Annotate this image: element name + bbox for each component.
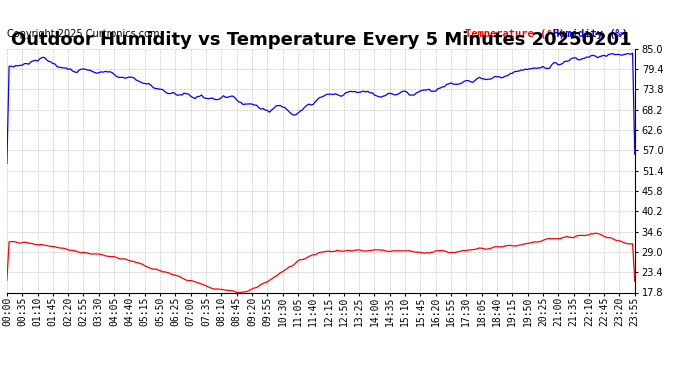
Title: Outdoor Humidity vs Temperature Every 5 Minutes 20250201: Outdoor Humidity vs Temperature Every 5 … (10, 31, 631, 49)
Text: Humidity (%): Humidity (%) (553, 29, 628, 39)
Text: Copyright 2025 Curtronics.com: Copyright 2025 Curtronics.com (7, 29, 159, 39)
Text: Temperature (°F): Temperature (°F) (465, 29, 565, 39)
